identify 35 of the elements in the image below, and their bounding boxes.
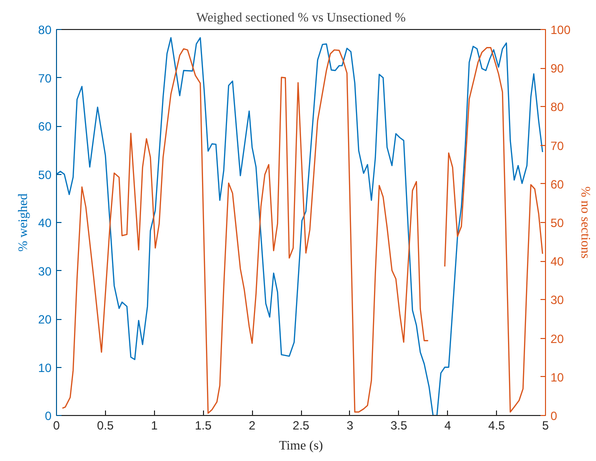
y-tick-label: 40 (38, 216, 52, 230)
x-tick-label: 0.5 (97, 418, 114, 432)
x-tick-label: 2.5 (292, 418, 310, 432)
chart-title: Weighed sectioned % vs Unsectioned % (196, 10, 406, 24)
y2-tick-label: 40 (550, 254, 564, 269)
y-tick-label: 80 (38, 23, 52, 37)
y2-tick-label: 90 (550, 62, 564, 76)
y2-tick-label: 60 (550, 177, 564, 192)
y2-tick-label: 70 (550, 138, 564, 153)
y2-axis-title: % no sections (578, 186, 594, 259)
y-tick-label: 20 (38, 312, 52, 326)
y-axis-title: % weighed (15, 192, 30, 252)
x-tick-label: 4.5 (488, 418, 506, 432)
y2-tick-label: 10 (550, 370, 564, 384)
x-tick-label: 0 (53, 418, 60, 432)
y-tick-label: 0 (44, 409, 52, 423)
x-tick-label: 5 (542, 418, 550, 432)
y2-tick-label: 0 (550, 409, 558, 423)
x-tick-label: 3 (346, 418, 354, 432)
y2-tick-label: 80 (550, 100, 564, 114)
x-tick-label: 1 (150, 418, 158, 432)
y-tick-label: 10 (38, 360, 52, 375)
y2-tick-label: 50 (550, 216, 564, 230)
x-tick-label: 4 (444, 418, 452, 432)
x-tick-label: 2 (248, 418, 256, 432)
x-tick-label: 1.5 (194, 418, 212, 432)
y2-tick-label: 100 (550, 23, 571, 37)
y-tick-label: 70 (38, 71, 52, 86)
y2-tick-label: 30 (550, 293, 564, 308)
y-tick-label: 60 (38, 120, 52, 134)
x-tick-label: 3.5 (390, 418, 408, 432)
y-tick-label: 50 (38, 168, 52, 182)
x-axis-title: Time (s) (279, 438, 323, 452)
y2-tick-label: 20 (550, 332, 564, 346)
y-tick-label: 30 (38, 264, 52, 278)
